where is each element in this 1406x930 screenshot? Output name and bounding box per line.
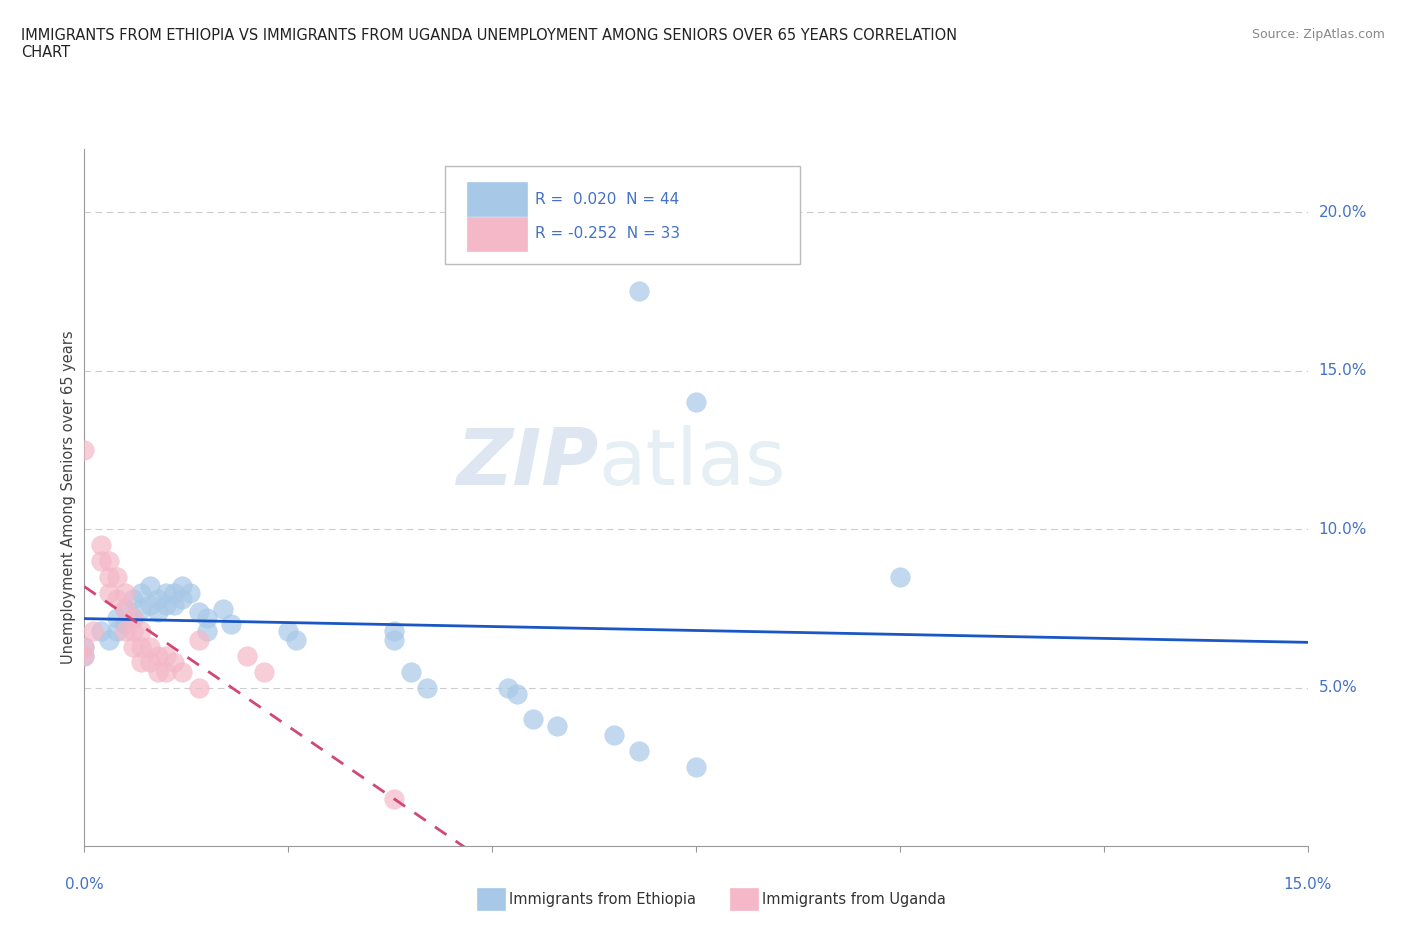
Point [138,655,160,670]
Text: 15.0%: 15.0% [1319,364,1367,379]
Point [97,569,120,584]
Point [138,639,160,654]
Point [163,655,186,670]
Point [73,639,96,654]
Point [114,623,136,638]
Point [138,598,160,613]
Point [105,591,128,606]
Point [155,648,177,663]
Point [114,617,136,631]
Point [122,623,145,638]
FancyBboxPatch shape [467,182,527,217]
Point [131,601,153,616]
Point [131,585,153,600]
Point [277,623,299,638]
Point [399,664,422,679]
Point [82,623,104,638]
Point [73,639,96,654]
Point [122,591,145,606]
Y-axis label: Unemployment Among Seniors over 65 years: Unemployment Among Seniors over 65 years [60,331,76,664]
Point [285,632,308,647]
Point [90,553,112,568]
Point [146,591,169,606]
Point [187,632,209,647]
Point [90,538,112,552]
Point [97,632,120,647]
Point [219,617,242,631]
Point [382,632,405,647]
Point [114,601,136,616]
Point [114,601,136,616]
Text: IMMIGRANTS FROM ETHIOPIA VS IMMIGRANTS FROM UGANDA UNEMPLOYMENT AMONG SENIORS OV: IMMIGRANTS FROM ETHIOPIA VS IMMIGRANTS F… [21,28,957,60]
Point [155,585,177,600]
Point [603,728,626,743]
Text: R = -0.252  N = 33: R = -0.252 N = 33 [534,226,679,242]
Point [163,585,186,600]
Point [505,686,527,701]
Text: R =  0.020  N = 44: R = 0.020 N = 44 [534,192,679,206]
Point [131,639,153,654]
FancyBboxPatch shape [467,218,527,251]
Point [122,639,145,654]
Point [416,681,439,696]
Point [172,664,194,679]
Point [546,718,568,733]
Point [179,585,201,600]
Point [146,604,169,619]
Point [382,623,405,638]
Point [172,578,194,593]
Point [522,712,544,727]
Point [163,598,186,613]
Text: 5.0%: 5.0% [1319,680,1357,696]
Point [685,760,707,775]
Point [138,578,160,593]
Point [146,664,169,679]
Point [889,569,911,584]
Point [97,553,120,568]
Point [195,611,218,626]
Point [187,681,209,696]
Point [172,591,194,606]
Point [382,791,405,806]
Point [253,664,276,679]
Point [195,623,218,638]
FancyBboxPatch shape [446,166,800,264]
Point [73,443,96,458]
Point [498,681,520,696]
Point [105,611,128,626]
Point [685,395,707,410]
Text: 20.0%: 20.0% [1319,205,1367,219]
Point [73,648,96,663]
Point [105,569,128,584]
Point [131,655,153,670]
Point [627,744,650,759]
Point [97,585,120,600]
Text: Immigrants from Ethiopia: Immigrants from Ethiopia [509,892,696,907]
Point [73,648,96,663]
Text: atlas: atlas [598,425,786,500]
Point [212,601,235,616]
Point [90,623,112,638]
Text: Immigrants from Uganda: Immigrants from Uganda [762,892,946,907]
Point [122,611,145,626]
Point [146,648,169,663]
Point [236,648,259,663]
Point [627,284,650,299]
Point [155,598,177,613]
Point [105,623,128,638]
Point [155,664,177,679]
Point [114,585,136,600]
Point [187,604,209,619]
Point [122,611,145,626]
Text: 10.0%: 10.0% [1319,522,1367,537]
Point [131,623,153,638]
Text: 15.0%: 15.0% [1284,877,1331,892]
Text: Source: ZipAtlas.com: Source: ZipAtlas.com [1251,28,1385,41]
Text: 0.0%: 0.0% [65,877,104,892]
Text: ZIP: ZIP [456,425,598,500]
